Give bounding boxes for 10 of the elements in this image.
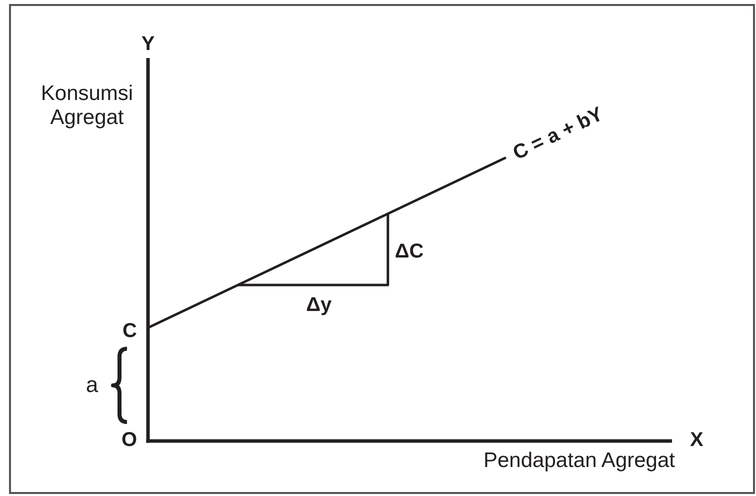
x-axis-title: Pendapatan Agregat <box>483 449 676 472</box>
annotation: ΔC <box>394 240 424 262</box>
text: C = a + bY <box>510 102 608 165</box>
text: X <box>690 429 704 451</box>
text: O <box>121 429 137 451</box>
annotation: Δy <box>306 294 333 316</box>
text: C <box>122 320 137 342</box>
text: a <box>86 372 99 397</box>
text: Y <box>141 33 156 55</box>
y-axis-title: Konsumsi Agregat <box>40 82 134 129</box>
